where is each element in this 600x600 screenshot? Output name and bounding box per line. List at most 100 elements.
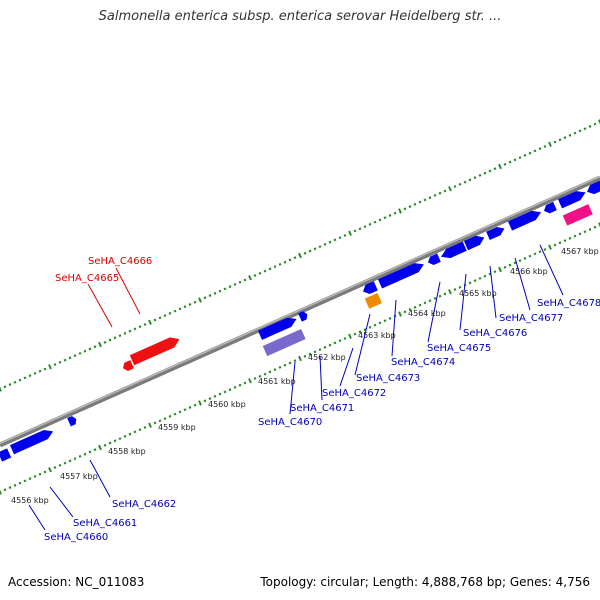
minor-tick <box>363 328 367 332</box>
kbp-label-4564: 4564 kbp <box>408 309 446 318</box>
minor-tick <box>83 452 87 456</box>
genome-summary-text: Topology: circular; Length: 4,888,768 bp… <box>260 575 590 589</box>
accession-text: Accession: NC_011083 <box>8 575 145 589</box>
minor-tick <box>433 193 437 197</box>
minor-tick <box>238 280 242 284</box>
gene-c4662 <box>67 416 77 427</box>
minor-tick <box>38 369 42 373</box>
minor-tick <box>143 323 147 326</box>
minor-tick <box>28 477 32 481</box>
minor-tick <box>78 351 82 355</box>
label-leader-lines <box>28 244 564 531</box>
minor-tick <box>458 182 462 186</box>
gene-label-c4675: SeHA_C4675 <box>427 343 491 354</box>
minor-tick <box>428 196 432 200</box>
minor-tick <box>8 486 12 489</box>
minor-tick <box>78 454 82 458</box>
minor-tick <box>468 281 472 285</box>
minor-tick <box>538 147 542 151</box>
minor-tick <box>43 367 47 371</box>
minor-tick <box>378 218 382 222</box>
major-tick <box>0 386 2 392</box>
minor-tick <box>68 356 72 360</box>
minor-tick <box>478 173 482 177</box>
minor-tick <box>18 378 22 382</box>
minor-tick <box>193 300 197 304</box>
major-tick <box>498 266 502 273</box>
major-tick <box>448 186 452 192</box>
minor-tick <box>478 276 482 280</box>
minor-tick <box>328 240 332 244</box>
gene-label-c4661: SeHA_C4661 <box>73 518 137 529</box>
minor-tick <box>513 261 517 265</box>
minor-tick <box>13 483 17 487</box>
minor-tick <box>578 129 582 133</box>
minor-tick <box>303 354 307 358</box>
minor-tick <box>393 211 397 215</box>
minor-tick <box>473 176 477 180</box>
minor-tick <box>138 325 142 329</box>
minor-tick <box>113 336 117 340</box>
minor-tick <box>443 292 447 296</box>
minor-tick <box>128 432 132 436</box>
map-title: Salmonella enterica subsp. enterica sero… <box>98 9 502 24</box>
minor-tick <box>68 459 72 463</box>
minor-tick <box>388 317 392 320</box>
minor-tick <box>173 412 177 416</box>
minor-tick <box>13 380 17 384</box>
minor-tick <box>373 323 377 327</box>
minor-tick <box>258 271 262 275</box>
minor-tick <box>438 294 442 298</box>
minor-tick <box>103 340 107 344</box>
gene-c4670 <box>257 317 297 340</box>
minor-tick <box>528 151 532 155</box>
minor-tick <box>168 311 172 315</box>
minor-tick <box>293 256 297 260</box>
minor-tick <box>113 439 117 443</box>
feature-orange <box>364 292 383 309</box>
minor-tick <box>178 410 182 414</box>
minor-tick <box>193 403 197 407</box>
minor-tick <box>518 156 522 160</box>
minor-tick <box>3 488 7 492</box>
minor-tick <box>523 153 527 157</box>
minor-tick <box>73 457 77 461</box>
minor-tick <box>378 321 382 325</box>
minor-tick <box>408 205 412 208</box>
minor-tick <box>538 250 542 254</box>
gene-label-c4665: SeHA_C4665 <box>55 273 119 284</box>
minor-tick <box>493 167 497 171</box>
gene-c4671 <box>298 311 308 322</box>
minor-tick <box>488 169 492 173</box>
minor-tick <box>203 296 207 300</box>
minor-tick <box>183 305 187 309</box>
kbp-label-4556: 4556 kbp <box>11 496 49 505</box>
minor-tick <box>423 198 427 202</box>
minor-tick <box>278 262 282 266</box>
gene-c4679 <box>557 191 586 209</box>
minor-tick <box>228 388 232 392</box>
genome-backbone <box>0 175 600 448</box>
gene-features <box>0 180 600 462</box>
minor-tick <box>408 308 412 311</box>
gene-c4678 <box>507 210 542 231</box>
minor-tick <box>328 343 332 347</box>
minor-tick <box>583 230 587 234</box>
minor-tick <box>283 363 287 367</box>
gene-c4670-pseudo <box>262 328 306 357</box>
major-tick <box>548 244 552 250</box>
minor-tick <box>88 450 92 454</box>
minor-tick <box>518 259 522 263</box>
minor-tick <box>303 251 307 255</box>
minor-tick <box>208 397 212 400</box>
minor-tick <box>28 374 32 378</box>
minor-tick <box>543 248 547 251</box>
minor-tick <box>258 374 262 378</box>
major-tick <box>48 467 52 473</box>
minor-tick <box>233 385 237 389</box>
minor-tick <box>58 360 62 364</box>
minor-tick <box>593 122 597 126</box>
gene-c4661 <box>9 430 54 455</box>
minor-tick <box>63 461 67 465</box>
minor-tick <box>453 288 457 291</box>
